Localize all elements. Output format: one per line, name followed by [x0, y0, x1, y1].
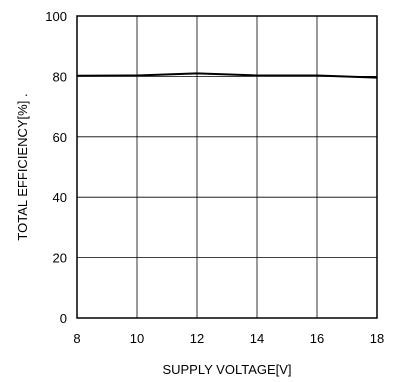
x-tick-label: 12 — [190, 331, 204, 346]
y-tick-label: 20 — [53, 251, 67, 266]
y-tick-label: 60 — [53, 130, 67, 145]
plot-area-frame — [76, 15, 378, 319]
y-axis-label: TOTAL EFFICIENCY[%] . — [15, 93, 30, 240]
y-tick-label: 80 — [53, 69, 67, 84]
x-tick-label: 10 — [130, 331, 144, 346]
x-tick-label: 8 — [73, 331, 80, 346]
x-tick-labels: 8 10 12 14 16 18 — [73, 331, 384, 346]
efficiency-series-line — [76, 72, 378, 79]
grid-lines — [77, 16, 377, 318]
series-group — [76, 72, 378, 79]
y-tick-label: 40 — [53, 190, 67, 205]
y-tick-label: 100 — [45, 9, 67, 24]
x-tick-label: 16 — [310, 331, 324, 346]
y-tick-label: 0 — [60, 311, 67, 326]
y-tick-labels: 0 20 40 60 80 100 — [45, 9, 67, 326]
x-tick-label: 18 — [370, 331, 384, 346]
x-axis-label: SUPPLY VOLTAGE[V] — [162, 362, 291, 377]
x-tick-label: 14 — [250, 331, 264, 346]
